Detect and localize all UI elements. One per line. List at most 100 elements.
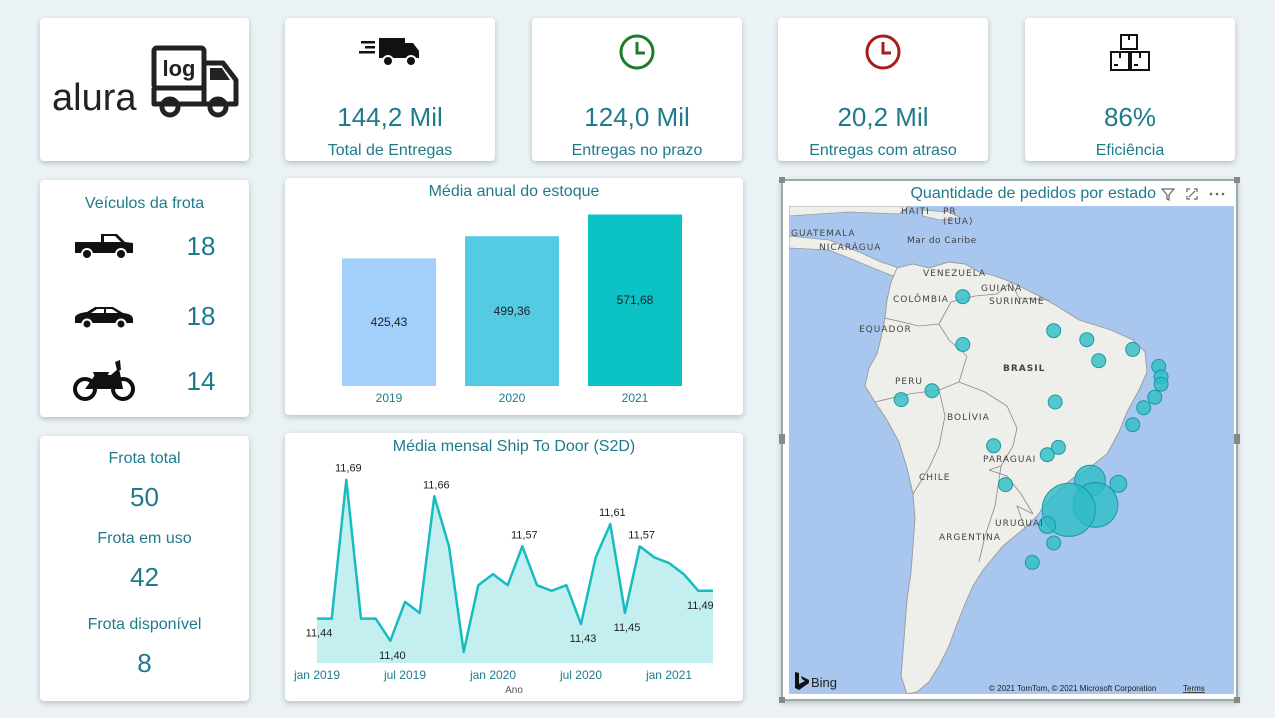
map-label-venezuela: VENEZUELA	[923, 269, 986, 279]
map-terms-link[interactable]: Terms	[1183, 684, 1205, 693]
state-bubble[interactable]	[955, 289, 971, 305]
map-label-peru: PERU	[895, 377, 923, 387]
map-copyright: © 2021 TomTom, © 2021 Microsoft Corporat…	[989, 684, 1156, 693]
pickup-truck-icon	[75, 234, 133, 260]
line-chart-area	[317, 479, 713, 663]
line-data-label: 11,66	[423, 479, 450, 491]
bar-category-label: 2021	[622, 391, 649, 405]
map-label-pr: PR	[943, 207, 957, 217]
line-data-label: 11,57	[628, 529, 655, 541]
state-bubble[interactable]	[1136, 400, 1152, 416]
state-bubble[interactable]	[1024, 554, 1040, 570]
state-bubble[interactable]	[1050, 439, 1066, 455]
fleet-total-value: 50	[130, 482, 159, 512]
map-label-nicaragua: NICARÁGUA	[819, 241, 881, 253]
motorcycle-icon	[73, 360, 135, 401]
kpi-label: Total de Entregas	[327, 142, 453, 159]
bar-chart-title: Média anual do estoque	[428, 183, 600, 200]
line-data-label: 11,45	[614, 622, 641, 634]
map-view[interactable]: HAITI PR (EUA) GUATEMALA NICARÁGUA Mar d…	[789, 206, 1234, 694]
line-data-label: 11,43	[570, 633, 597, 645]
fleet-total-label: Frota total	[108, 450, 181, 467]
line-data-label: 11,69	[335, 463, 362, 475]
delivery-truck-icon	[359, 38, 419, 67]
line-data-label: 11,44	[306, 628, 333, 640]
resize-handle[interactable]	[779, 697, 785, 703]
state-bubble[interactable]	[1047, 394, 1063, 410]
state-bubble[interactable]	[1046, 535, 1062, 551]
clock-red-icon	[865, 34, 901, 70]
alura-log-logo: log alura	[52, 45, 239, 119]
resize-handle[interactable]	[779, 177, 785, 183]
state-bubble[interactable]	[1125, 341, 1141, 357]
map-label-chile: CHILE	[919, 473, 950, 483]
more-options-icon[interactable]	[1208, 186, 1226, 202]
bar-chart: 425,43 2019 499,36 2020 571,68 2021	[342, 214, 682, 405]
kpi-card-late: 20,2 Mil Entregas com atraso	[778, 18, 988, 161]
bing-logo: Bing	[795, 672, 837, 690]
fleet-available-value: 8	[137, 648, 152, 678]
x-tick-label: jan 2019	[293, 668, 340, 682]
state-bubble[interactable]	[955, 337, 971, 352]
state-bubble[interactable]	[1039, 447, 1055, 463]
bar-data-label: 571,68	[617, 293, 654, 307]
line-chart-title: Média mensal Ship To Door (S2D)	[392, 438, 636, 455]
resize-handle[interactable]	[1234, 697, 1240, 703]
focus-mode-icon[interactable]	[1184, 186, 1200, 202]
clock-green-icon	[619, 34, 655, 70]
line-data-label: 11,49	[687, 600, 714, 612]
resize-handle[interactable]	[1234, 177, 1240, 183]
bar-2019[interactable]	[342, 258, 436, 386]
map-label-eua: (EUA)	[943, 217, 973, 227]
map-label-bolivia: BOLÍVIA	[947, 411, 990, 423]
vehicle-count: 14	[186, 366, 216, 396]
line-chart-series[interactable]	[317, 478, 713, 654]
map-label-argentina: ARGENTINA	[939, 533, 1001, 543]
line-data-label: 11,57	[511, 529, 538, 541]
state-bubble[interactable]	[1038, 516, 1057, 535]
resize-handle[interactable]	[779, 434, 785, 444]
line-data-label: 11,40	[379, 650, 406, 662]
vehicles-title: Veículos da frota	[84, 195, 205, 212]
map-label-uruguai: URUGUAI	[995, 519, 1044, 529]
fleet-card: Frota total 50 Frota em uso 42 Frota dis…	[40, 436, 249, 701]
state-bubble[interactable]	[998, 477, 1013, 493]
state-bubble[interactable]	[1153, 376, 1169, 392]
x-axis-label: Ano	[505, 685, 523, 696]
map-labels: HAITI PR (EUA) GUATEMALA NICARÁGUA Mar d…	[791, 207, 1044, 543]
cuba	[789, 206, 910, 217]
kpi-label: Entregas no prazo	[571, 142, 703, 159]
central-america	[789, 235, 900, 277]
state-bubble[interactable]	[986, 438, 1002, 454]
state-bubble[interactable]	[1125, 417, 1141, 433]
state-bubble[interactable]	[924, 383, 940, 399]
map-label-colombia: COLÔMBIA	[893, 293, 949, 305]
bar-2021[interactable]	[588, 214, 682, 386]
state-bubble[interactable]	[1147, 389, 1163, 405]
kpi-card-total-deliveries: 144,2 Mil Total de Entregas	[285, 18, 495, 161]
resize-handle[interactable]	[1234, 434, 1240, 444]
bar-2020[interactable]	[465, 236, 559, 386]
map-label-guatemala: GUATEMALA	[791, 229, 856, 239]
filter-icon[interactable]	[1160, 186, 1176, 202]
bar-data-label: 425,43	[371, 315, 408, 329]
logo-sub-text: log	[163, 56, 196, 81]
map-label-haiti: HAITI	[901, 207, 930, 217]
line-data-label: 11,61	[599, 507, 626, 519]
kpi-card-on-time: 124,0 Mil Entregas no prazo	[532, 18, 742, 161]
state-bubble[interactable]	[1079, 332, 1095, 348]
x-tick-label: jul 2020	[559, 668, 602, 682]
state-bubble[interactable]	[1091, 353, 1107, 369]
map-label-guiana: GUIANA	[981, 284, 1022, 294]
map-bubbles	[893, 289, 1169, 570]
state-bubble[interactable]	[893, 392, 909, 408]
state-bubble[interactable]	[1109, 474, 1128, 493]
kpi-card-efficiency: 86% Eficiência	[1025, 18, 1235, 161]
x-tick-label: jan 2021	[645, 668, 692, 682]
logo-card: log alura	[40, 18, 249, 161]
logo-brand-text: alura	[52, 77, 137, 119]
map-label-caribe: Mar do Caribe	[907, 236, 977, 246]
fleet-available-label: Frota disponível	[87, 616, 202, 633]
bar-data-label: 499,36	[494, 304, 531, 318]
state-bubble[interactable]	[1046, 323, 1062, 339]
